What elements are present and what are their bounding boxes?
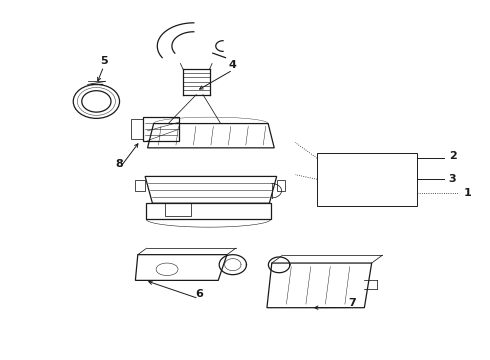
Text: 5: 5 bbox=[100, 57, 107, 66]
Text: 6: 6 bbox=[195, 289, 203, 298]
Text: 7: 7 bbox=[348, 297, 356, 307]
Text: 2: 2 bbox=[449, 152, 456, 161]
Text: 3: 3 bbox=[449, 174, 456, 184]
Text: 1: 1 bbox=[463, 188, 471, 198]
Text: 8: 8 bbox=[116, 158, 123, 168]
Text: 4: 4 bbox=[229, 60, 237, 70]
